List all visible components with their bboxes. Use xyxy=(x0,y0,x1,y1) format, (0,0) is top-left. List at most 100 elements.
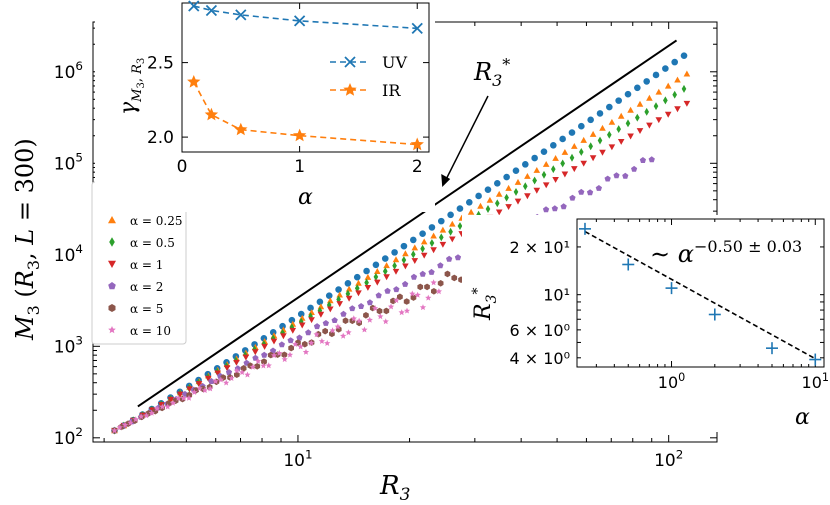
main-ytick-label-1: 103 xyxy=(54,334,83,358)
series-3-point-54 xyxy=(617,139,625,145)
series-6-point-46 xyxy=(356,317,363,324)
rstar-point-2 xyxy=(665,282,678,295)
series-5-point-47 xyxy=(431,288,437,295)
series-3-point-50 xyxy=(580,160,587,167)
series-0-point-61 xyxy=(680,52,688,59)
series-2-point-57 xyxy=(644,107,649,116)
series-6-point-36 xyxy=(302,348,310,355)
series-1-point-61 xyxy=(683,70,691,77)
series-4-point-36 xyxy=(428,268,435,275)
series-3-point-9 xyxy=(195,381,203,387)
series-4-point-56 xyxy=(604,175,611,182)
gamma-xtick-label-2: 2 xyxy=(412,157,423,177)
series-6-point-8 xyxy=(153,405,161,412)
series-3-point-53 xyxy=(608,144,616,151)
series-4-point-39 xyxy=(454,254,462,261)
legend-label-5: α = 5 xyxy=(130,302,163,316)
main-xlabel: R3 xyxy=(379,471,410,505)
series-1-point-29 xyxy=(383,262,390,269)
series-0-point-25 xyxy=(344,280,352,287)
series-3-point-19 xyxy=(289,327,297,334)
series-2-point-41 xyxy=(495,199,500,208)
series-1-point-51 xyxy=(589,130,597,137)
series-3-point-25 xyxy=(345,295,353,302)
legend-label-3: α = 1 xyxy=(130,258,163,272)
series-4-point-38 xyxy=(446,255,453,262)
rstar-point-5 xyxy=(809,353,822,366)
series-6-point-15 xyxy=(191,389,198,395)
legend-label-6: α = 10 xyxy=(130,324,171,338)
series-1-point-36 xyxy=(449,220,456,227)
main-ytick-label-4: 106 xyxy=(54,59,83,83)
series-0-point-29 xyxy=(381,255,389,262)
series-4-point-19 xyxy=(278,341,285,348)
series-6-point-14 xyxy=(185,394,193,401)
series-4-point-53 xyxy=(578,188,585,195)
series-3-point-42 xyxy=(505,204,512,210)
gamma-legend-marker-0 xyxy=(344,56,356,68)
rstar-xtick-label-0: 100 xyxy=(658,371,685,392)
series-3-point-36 xyxy=(449,236,456,243)
reference-power-line xyxy=(137,39,678,408)
series-1-point-31 xyxy=(402,250,409,257)
series-0-point-44 xyxy=(522,161,529,168)
series-5-point-50 xyxy=(451,274,458,282)
series-6-point-10 xyxy=(164,403,171,410)
series-6-point-37 xyxy=(308,339,315,346)
series-4-point-34 xyxy=(410,273,418,280)
main-ytick-label-3-base: 10 xyxy=(54,154,76,174)
series-0-point-34 xyxy=(428,224,436,231)
series-2-point-36 xyxy=(448,227,453,236)
series-0-point-26 xyxy=(353,273,361,281)
main-ytick-label-0-base: 10 xyxy=(54,429,76,449)
series-6-point-7 xyxy=(148,409,155,416)
gamma-uv-point-1-stroke-b xyxy=(205,4,218,17)
series-3-point-33 xyxy=(420,252,428,259)
series-4-point-57 xyxy=(613,172,620,179)
series-6-point-41 xyxy=(329,327,336,334)
series-2-point-49 xyxy=(569,153,575,162)
main-ytick-label-1-exp: 3 xyxy=(75,334,83,348)
series-3-point-56 xyxy=(636,128,644,134)
series-2-point-21 xyxy=(308,312,313,321)
series-1-point-57 xyxy=(646,94,653,101)
series-3-point-29 xyxy=(383,274,390,281)
series-1-point-47 xyxy=(552,155,559,161)
series-6-point-33 xyxy=(286,351,294,358)
series-0-point-57 xyxy=(643,78,650,85)
series-0-point-18 xyxy=(279,322,286,330)
series-1-point-25 xyxy=(345,285,353,292)
gamma-inset-axes: 0 1 2 2.0 2.5 xyxy=(147,3,429,177)
series-6-point-57 xyxy=(414,291,421,298)
rstar-ytick-label-2: 10¹ xyxy=(543,286,570,305)
series-2-point-45 xyxy=(532,176,537,185)
rstar-point-1 xyxy=(622,258,635,271)
series-6-point-53 xyxy=(393,297,400,304)
series-2-point-54 xyxy=(616,125,621,133)
gamma-inset: 0 1 2 2.0 2.5 UV IR α γM3, R3 xyxy=(95,0,435,212)
series-0-point-47 xyxy=(550,142,557,149)
main-ytick-label-1-base: 10 xyxy=(54,337,76,357)
series-6-point-25 xyxy=(244,371,251,378)
series-3-point-59 xyxy=(664,111,672,118)
gamma-legend-label-0: UV xyxy=(382,53,407,72)
series-2-point-48 xyxy=(560,159,565,168)
series-0-point-51 xyxy=(587,116,594,124)
series-5-point-37 xyxy=(363,312,369,319)
series-6-point-19 xyxy=(212,378,219,384)
series-2-point-53 xyxy=(607,130,612,139)
gamma-ir-point-2 xyxy=(234,122,248,136)
gamma-inset-ylabel-group: γM3, R3 xyxy=(116,58,147,115)
series-6-point-9 xyxy=(159,403,166,410)
series-6-point-13 xyxy=(180,394,187,401)
series-6-point-50 xyxy=(377,313,384,320)
rstar-ytick-label-0: 4 × 10⁰ xyxy=(509,349,570,368)
series-6-point-35 xyxy=(297,343,304,350)
series-6-point-21 xyxy=(223,379,230,386)
series-6-point-59 xyxy=(425,294,432,301)
rstar-point-4 xyxy=(766,342,779,355)
series-6-point-34 xyxy=(292,341,299,347)
rstar-xtick-label-0-base: 10 xyxy=(658,373,678,392)
series-2-point-59 xyxy=(663,96,668,105)
